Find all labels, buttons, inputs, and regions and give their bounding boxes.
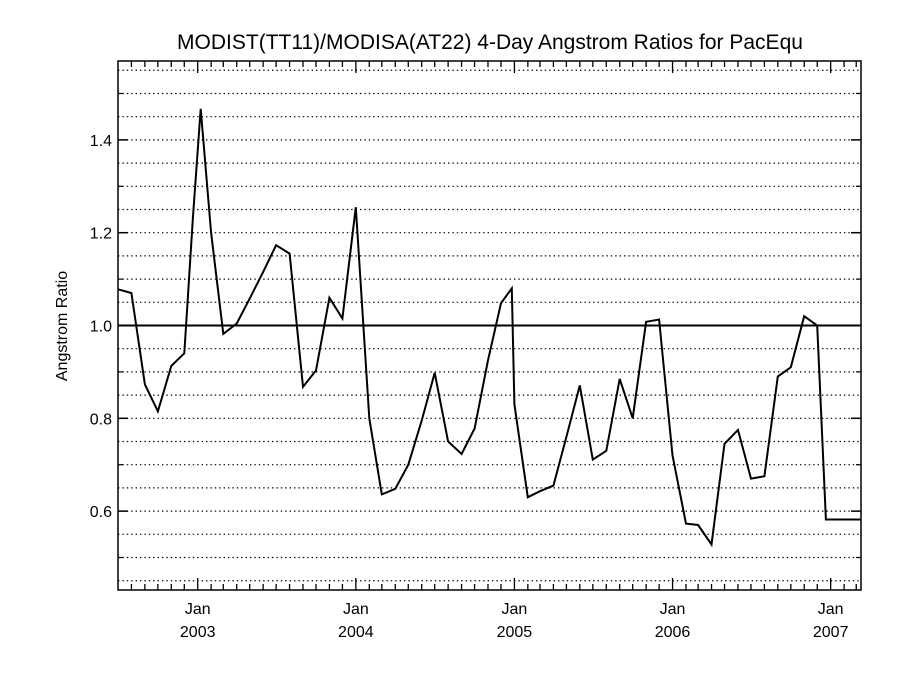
x-tick-label-month: Jan (502, 601, 528, 618)
y-tick-label: 1.4 (90, 133, 112, 150)
y-tick-label: 0.8 (90, 411, 112, 428)
x-tick-label-month: Jan (660, 601, 686, 618)
x-tick-label-month: Jan (818, 601, 844, 618)
series-line (117, 108, 861, 548)
x-axis: Jan 2003 Jan 2004 Jan 2005 Jan 2006 Jan 2007 (130, 61, 857, 641)
gridlines (118, 69, 861, 582)
y-tick-label: 1.2 (90, 226, 112, 243)
x-tick-label-year: 2004 (338, 624, 374, 641)
y-axis-label: Angstrom Ratio (54, 271, 71, 381)
x-tick-label-month: Jan (185, 601, 211, 618)
x-tick-label-year: 2006 (655, 624, 691, 641)
x-tick-label-month: Jan (343, 601, 369, 618)
x-tick-label-year: 2003 (180, 624, 216, 641)
chart-title: MODIST(TT11)/MODISA(AT22) 4-Day Angstrom… (177, 31, 803, 54)
series-layer (117, 108, 861, 548)
y-tick-label: 1.0 (90, 319, 112, 336)
y-axis: 0.6 0.8 1.0 1.2 1.4 (90, 92, 861, 559)
x-tick-label-year: 2005 (497, 624, 533, 641)
x-tick-label-year: 2007 (813, 624, 849, 641)
y-tick-label: 0.6 (90, 504, 112, 521)
